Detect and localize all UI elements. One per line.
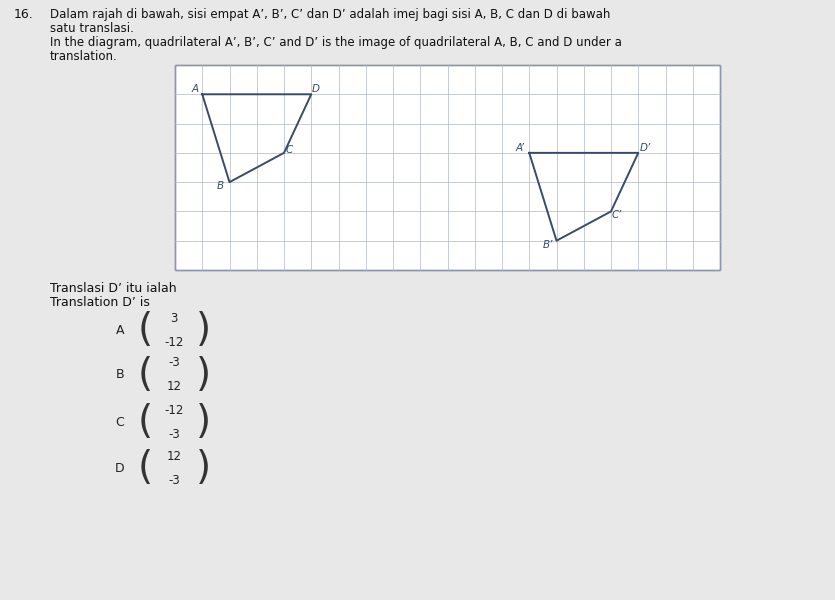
Text: B’: B’: [542, 240, 553, 250]
Text: ): ): [195, 356, 210, 394]
Text: satu translasi.: satu translasi.: [50, 22, 134, 35]
Text: 16.: 16.: [14, 8, 33, 21]
Text: B: B: [217, 181, 224, 191]
Text: 3: 3: [170, 311, 178, 325]
Text: Translation D’ is: Translation D’ is: [50, 296, 149, 309]
Text: (: (: [138, 449, 153, 487]
Text: Dalam rajah di bawah, sisi empat A’, B’, C’ dan D’ adalah imej bagi sisi A, B, C: Dalam rajah di bawah, sisi empat A’, B’,…: [50, 8, 610, 21]
Text: C: C: [286, 145, 292, 155]
Text: translation.: translation.: [50, 50, 118, 63]
Text: C: C: [115, 415, 124, 428]
Text: D: D: [311, 84, 319, 94]
Text: -3: -3: [168, 473, 180, 487]
Text: ): ): [195, 311, 210, 349]
Text: Translasi D’ itu ialah: Translasi D’ itu ialah: [50, 282, 177, 295]
Text: ): ): [195, 449, 210, 487]
Text: C’: C’: [612, 211, 622, 220]
Text: (: (: [138, 403, 153, 441]
Text: In the diagram, quadrilateral A’, B’, C’ and D’ is the image of quadrilateral A,: In the diagram, quadrilateral A’, B’, C’…: [50, 36, 622, 49]
Text: -3: -3: [168, 356, 180, 370]
Text: -3: -3: [168, 427, 180, 440]
Text: A’: A’: [516, 143, 524, 153]
Text: D: D: [115, 461, 124, 475]
Text: -12: -12: [164, 335, 184, 349]
Text: -12: -12: [164, 403, 184, 416]
Bar: [175, 65, 720, 270]
Text: D’: D’: [640, 143, 650, 153]
Text: B: B: [116, 368, 124, 382]
Text: ): ): [195, 403, 210, 441]
Text: A: A: [116, 323, 124, 337]
Text: (: (: [138, 311, 153, 349]
Text: (: (: [138, 356, 153, 394]
Text: 12: 12: [166, 449, 181, 463]
Text: A: A: [192, 84, 199, 94]
Text: 12: 12: [166, 380, 181, 394]
